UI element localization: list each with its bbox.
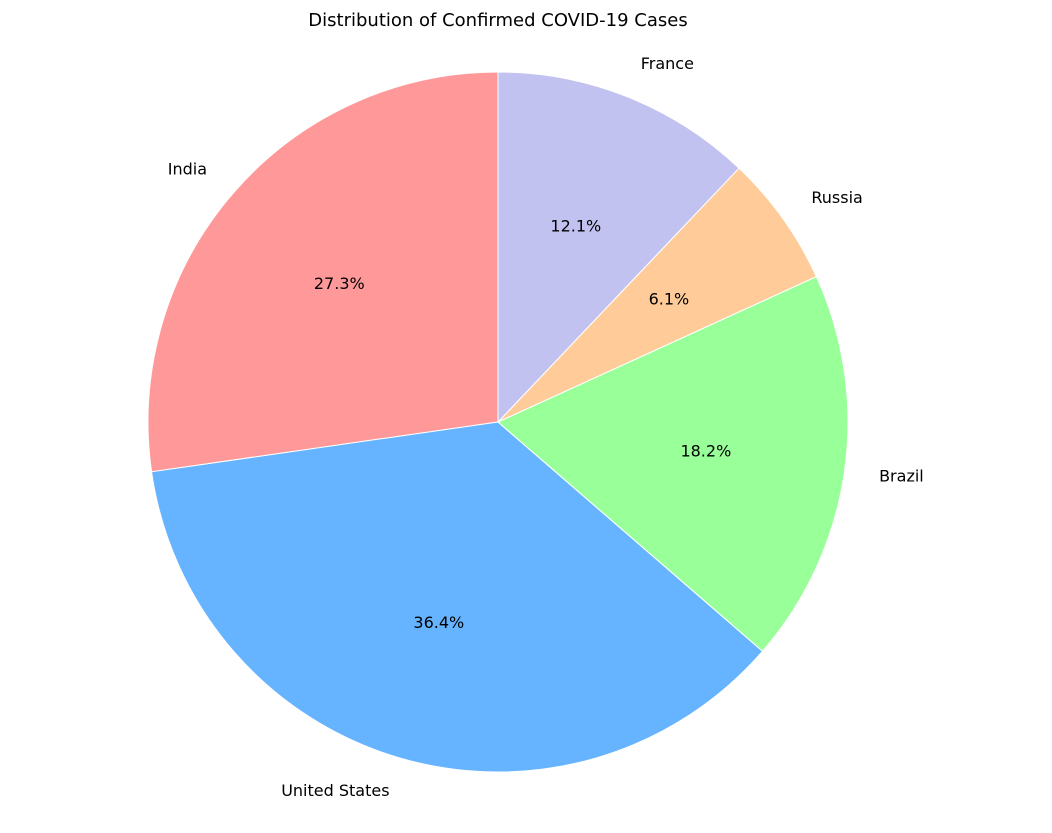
slice-label-france: France bbox=[641, 54, 694, 73]
pct-label-brazil: 18.2% bbox=[680, 441, 731, 460]
pie-slice-russia bbox=[497, 167, 818, 423]
pct-label-united-states: 36.4% bbox=[413, 613, 464, 632]
slice-label-brazil: Brazil bbox=[879, 466, 924, 485]
chart-title: Distribution of Confirmed COVID-19 Cases bbox=[308, 10, 687, 31]
slice-label-india: India bbox=[168, 159, 207, 178]
pct-label-russia: 6.1% bbox=[649, 290, 690, 309]
pie-slice-france bbox=[497, 71, 740, 424]
pct-label-france: 12.1% bbox=[550, 216, 601, 235]
pie-slices bbox=[147, 71, 849, 773]
slice-label-united-states: United States bbox=[281, 781, 389, 800]
slice-label-russia: Russia bbox=[811, 188, 862, 207]
pct-label-india: 27.3% bbox=[314, 274, 365, 293]
pie-slice-united-states bbox=[150, 421, 764, 773]
pie-slice-brazil bbox=[497, 275, 849, 652]
pie-slice-india bbox=[147, 71, 499, 473]
pie-labels: India 27.3% United States 36.4% Brazil 18.2% R… bbox=[168, 54, 924, 800]
